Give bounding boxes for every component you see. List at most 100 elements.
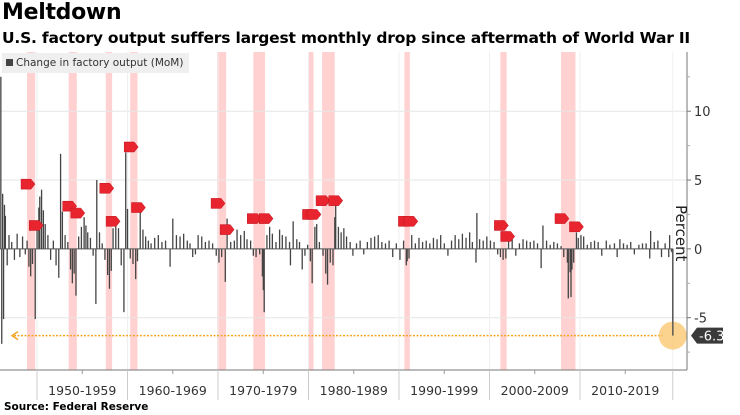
data-bar <box>16 233 18 249</box>
recession-marker-flag <box>569 221 584 233</box>
data-bar <box>89 237 92 249</box>
recession-marker-flag <box>210 198 226 209</box>
data-bar <box>233 240 235 249</box>
data-bar <box>613 243 616 249</box>
data-bar <box>255 248 257 258</box>
data-bar <box>281 235 283 249</box>
legend-swatch <box>6 59 13 66</box>
data-bar <box>668 248 670 258</box>
data-bar <box>450 240 453 249</box>
data-bar <box>609 244 611 249</box>
data-bar <box>425 240 427 249</box>
data-bar <box>309 248 312 262</box>
data-bar <box>252 248 254 256</box>
data-bar <box>201 236 203 249</box>
data-bar <box>266 235 268 249</box>
data-bar <box>112 228 114 249</box>
data-bar <box>573 248 575 263</box>
data-bar <box>593 240 596 249</box>
data-bar <box>443 243 445 249</box>
data-bar <box>633 248 635 255</box>
data-bar <box>136 248 139 262</box>
data-bar <box>3 204 6 249</box>
data-bar <box>597 241 599 249</box>
data-bar <box>515 248 517 256</box>
data-bar <box>366 241 369 249</box>
data-bar <box>150 243 152 249</box>
recession-marker-flag <box>219 224 235 235</box>
data-bar <box>80 226 83 249</box>
data-bar <box>44 224 46 249</box>
data-bar <box>458 239 460 249</box>
data-bar <box>47 235 49 249</box>
data-bar <box>660 248 663 258</box>
data-bar <box>197 235 199 249</box>
data-bar <box>64 235 66 249</box>
callout-label: -6.3 <box>699 330 724 345</box>
data-bar <box>306 244 309 249</box>
x-tick-label: 1970-1979 <box>229 383 297 398</box>
y-tick-label: 10 <box>694 105 711 120</box>
data-bar <box>622 243 625 249</box>
data-bar <box>67 241 69 249</box>
data-bar <box>571 248 573 270</box>
data-bar <box>26 240 28 249</box>
data-bar <box>668 235 671 249</box>
data-bar <box>24 248 26 255</box>
data-bar <box>129 248 131 259</box>
data-bar <box>95 248 97 304</box>
data-bar <box>566 248 569 263</box>
data-bar <box>392 248 394 258</box>
data-bar <box>301 248 303 270</box>
data-bar <box>373 236 376 249</box>
data-bar <box>626 244 628 249</box>
data-bar <box>402 240 405 249</box>
data-bar <box>370 237 372 249</box>
data-bar <box>175 235 178 249</box>
data-bar <box>278 229 281 249</box>
data-bar <box>123 248 125 313</box>
data-bar <box>147 240 150 249</box>
data-bar <box>31 248 34 264</box>
recession-band <box>404 52 410 370</box>
data-bar <box>83 217 85 249</box>
data-bar <box>268 226 271 249</box>
data-bar <box>36 221 38 249</box>
data-bar <box>583 236 585 249</box>
data-bar <box>493 241 495 249</box>
chart-title: Meltdown <box>2 0 122 25</box>
reference-line-group <box>10 248 687 350</box>
data-bar <box>405 248 407 266</box>
recession-marker-flag <box>500 231 516 242</box>
data-bar <box>275 241 277 249</box>
data-bar <box>432 237 435 249</box>
x-tick-label: 1950-1959 <box>48 383 116 398</box>
data-bar <box>55 248 57 266</box>
data-bar <box>533 240 535 249</box>
data-bar <box>475 248 477 263</box>
data-bar <box>179 236 181 249</box>
data-bar <box>381 241 383 249</box>
data-bar <box>345 236 348 249</box>
data-bar <box>104 248 106 260</box>
data-bar <box>505 248 507 259</box>
data-bar <box>542 225 544 249</box>
data-bar <box>285 236 287 249</box>
y-tick-label: -5 <box>694 312 707 327</box>
data-bar <box>30 248 32 277</box>
recession-marker-flag <box>99 183 115 194</box>
recession-band <box>253 52 266 370</box>
data-bar <box>125 152 127 249</box>
data-bar <box>616 248 618 258</box>
data-bar <box>349 241 351 249</box>
data-bar <box>215 248 217 256</box>
data-bar <box>653 241 655 249</box>
data-bar <box>454 235 456 249</box>
data-bar <box>263 248 265 313</box>
data-bar <box>208 240 210 249</box>
data-bar <box>218 248 220 263</box>
data-bar <box>352 248 354 256</box>
data-bar <box>96 180 98 249</box>
data-bar <box>355 243 358 249</box>
